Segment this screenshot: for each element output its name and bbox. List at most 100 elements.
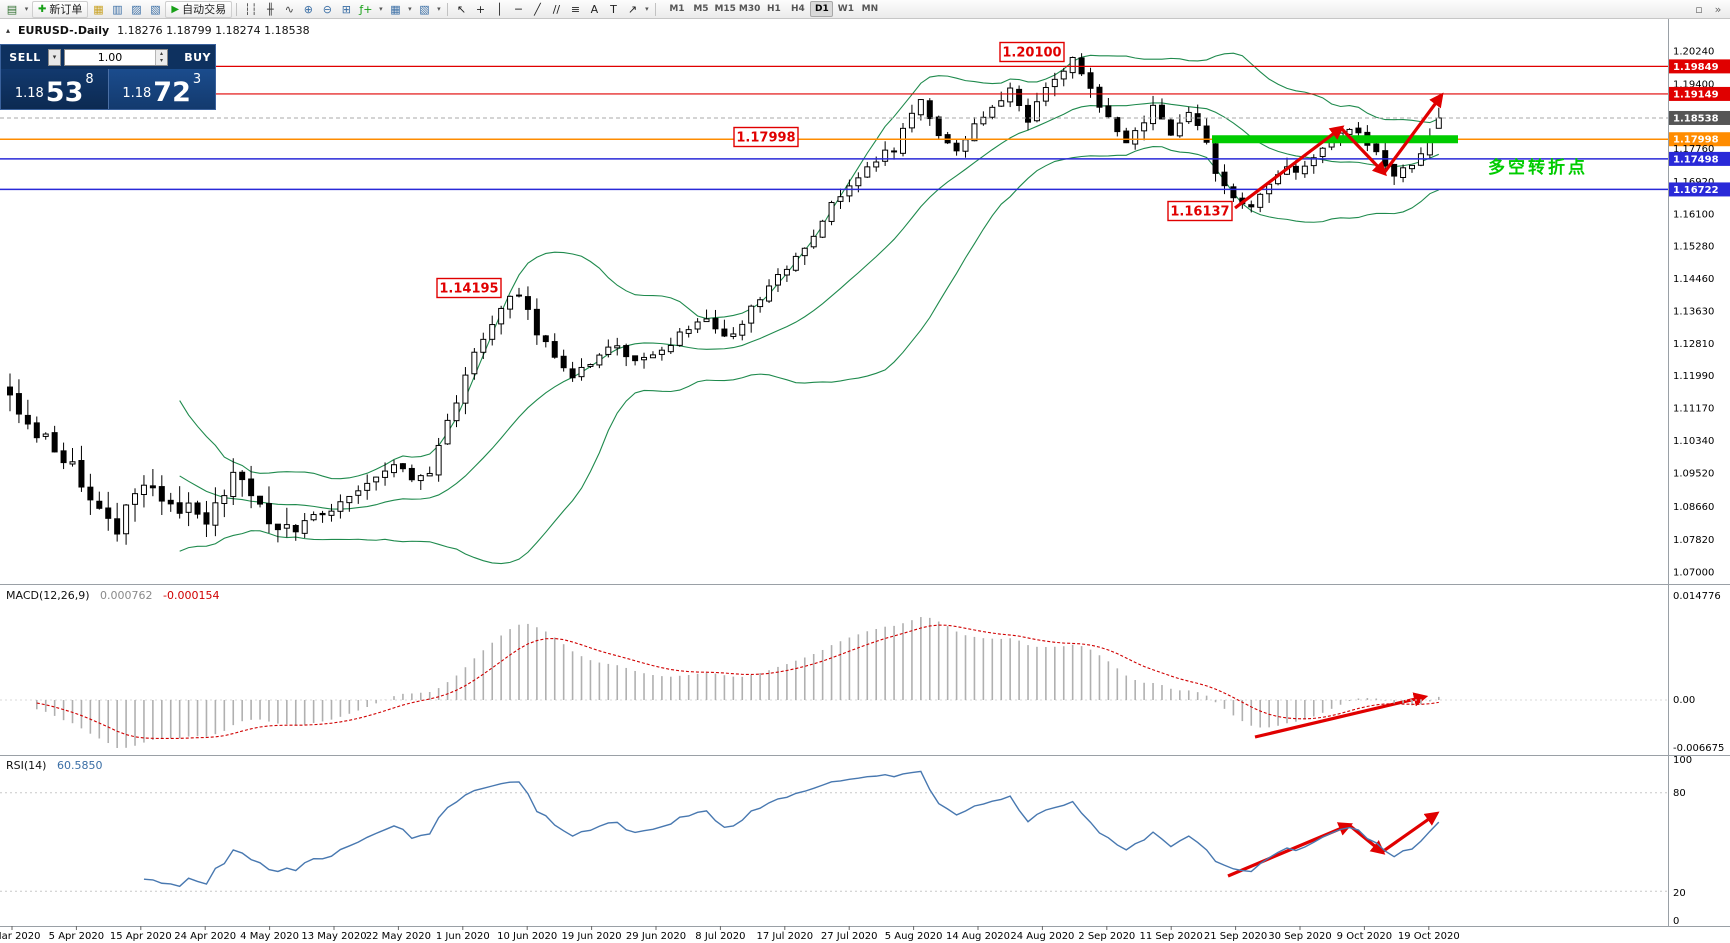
cursor-icon[interactable]: ↖ (456, 2, 467, 16)
macd-signal-line (36, 624, 1439, 740)
channel-icon[interactable]: // (552, 2, 561, 16)
timeframe-m1[interactable]: M1 (669, 4, 685, 14)
line-chart-icon[interactable]: ∿ (284, 2, 294, 16)
svg-text:5 Mar 2020: 5 Mar 2020 (0, 931, 41, 942)
timeframe-m30[interactable]: M30 (738, 4, 761, 14)
horizontal-line-icon[interactable]: ─ (515, 2, 522, 16)
trend-arrow-macd-1[interactable] (1254, 692, 1429, 739)
price-annotation-1.20100[interactable]: 1.20100 (999, 41, 1065, 63)
turning-point-label[interactable]: 多空转折点 (1488, 157, 1588, 178)
svg-text:1.16100: 1.16100 (1673, 209, 1714, 220)
profiles-icon[interactable]: ▦ (93, 2, 104, 16)
svg-text:0: 0 (1673, 916, 1679, 927)
trade-panel-top-row: SELL ▾ ▴ ▾ BUY (1, 45, 215, 69)
new-chart-icon[interactable]: ▤ (6, 2, 18, 16)
svg-text:1.20100: 1.20100 (1002, 46, 1061, 61)
new-order-button[interactable]: ✚ 新订单 (32, 0, 89, 18)
trend-arrow-rsi-3[interactable] (1381, 811, 1440, 854)
sell-button[interactable]: SELL (5, 51, 45, 64)
fibonacci-icon[interactable]: ≡ (570, 2, 581, 16)
autotrading-button[interactable]: ▶ 自动交易 (165, 0, 233, 18)
svg-text:1.11170: 1.11170 (1673, 403, 1714, 414)
templates-icon[interactable]: ▧ (419, 2, 430, 16)
zoom-out-icon[interactable]: ⊖ (322, 2, 332, 16)
svg-text:10 Jun 2020: 10 Jun 2020 (497, 931, 557, 942)
svg-text:1.07820: 1.07820 (1673, 535, 1714, 546)
svg-text:1.09520: 1.09520 (1673, 468, 1714, 479)
candlestick-chart-icon[interactable]: ╫ (267, 2, 274, 16)
svg-text:20: 20 (1673, 888, 1686, 899)
tile-windows-icon[interactable]: ⊞ (341, 2, 351, 16)
svg-text:1.12810: 1.12810 (1673, 339, 1714, 350)
periods-icon[interactable]: ▦ (390, 2, 401, 16)
market-watch-icon[interactable]: ▥ (112, 2, 123, 16)
svg-text:15 Apr 2020: 15 Apr 2020 (110, 931, 172, 942)
data-window-icon[interactable]: ▨ (131, 2, 142, 16)
macd-main-value: 0.000762 (100, 589, 153, 602)
vertical-line-icon[interactable]: │ (496, 2, 503, 16)
text-label-icon[interactable]: T (610, 2, 617, 16)
new-order-icon: ✚ (38, 3, 47, 15)
volume-input[interactable] (65, 49, 155, 65)
timeframe-h1[interactable]: H1 (767, 4, 781, 14)
svg-text:1.08660: 1.08660 (1673, 502, 1714, 513)
volume-up-icon[interactable]: ▴ (156, 49, 167, 57)
sell-price-big: 1.18 (14, 86, 44, 101)
trend-arrow-rsi-1[interactable] (1227, 822, 1353, 878)
zoom-in-icon[interactable]: ⊕ (303, 2, 313, 16)
periods-caret[interactable]: ▾ (408, 5, 412, 13)
timeframe-h4[interactable]: H4 (791, 4, 805, 14)
volume-input-wrap: ▴ ▾ (64, 48, 168, 66)
crosshair-icon[interactable]: + (475, 2, 486, 16)
toolbar-overflow-icon[interactable]: » (1714, 2, 1722, 16)
arrows-tool-icon[interactable]: ↗ (627, 2, 638, 16)
buy-price-button[interactable]: 1.18 72 3 (107, 69, 215, 109)
arrows-tool-caret[interactable]: ▾ (645, 5, 649, 13)
price-annotation-1.14195[interactable]: 1.14195 (436, 277, 502, 299)
svg-text:1.17498: 1.17498 (1673, 154, 1719, 165)
svg-text:5 Apr 2020: 5 Apr 2020 (49, 931, 104, 942)
navigator-icon[interactable]: ▧ (150, 2, 161, 16)
svg-text:14 Aug 2020: 14 Aug 2020 (946, 931, 1010, 942)
order-settings-caret-icon[interactable]: ▾ (48, 48, 61, 66)
price-annotation-1.17998[interactable]: 1.17998 (733, 126, 799, 148)
toolbar-separator (447, 2, 449, 16)
svg-text:8 Jul 2020: 8 Jul 2020 (695, 931, 745, 942)
price-annotation-1.16137[interactable]: 1.16137 (1167, 200, 1233, 222)
svg-text:1.11990: 1.11990 (1673, 371, 1714, 382)
trend-arrow-main-1[interactable] (1234, 125, 1345, 210)
svg-text:1.17998: 1.17998 (1673, 135, 1719, 146)
chart-title: EURUSD-.Daily (18, 24, 110, 37)
svg-text:1.17998: 1.17998 (736, 131, 795, 146)
timeframe-d1[interactable]: D1 (810, 1, 834, 17)
svg-text:1.18538: 1.18538 (1673, 113, 1719, 124)
timeframe-m15[interactable]: M15 (714, 4, 736, 14)
buy-price-big: 1.18 (122, 86, 152, 101)
svg-text:29 Jun 2020: 29 Jun 2020 (626, 931, 686, 942)
volume-down-icon[interactable]: ▾ (156, 57, 167, 65)
trend-arrow-main-2[interactable] (1339, 126, 1387, 177)
indicators-caret[interactable]: ▾ (379, 5, 383, 13)
text-icon[interactable]: A (590, 2, 599, 16)
trend-arrow-main-3[interactable] (1382, 92, 1444, 174)
dock-icon[interactable]: ▫ (1695, 2, 1703, 16)
timeframe-mn[interactable]: MN (861, 4, 879, 14)
trendline-icon[interactable]: ╱ (534, 2, 541, 16)
new-chart-caret[interactable]: ▾ (24, 5, 29, 13)
svg-text:30 Sep 2020: 30 Sep 2020 (1268, 931, 1331, 942)
templates-caret[interactable]: ▾ (437, 5, 441, 13)
bar-chart-icon[interactable]: ┆┆ (244, 2, 258, 16)
buy-button[interactable]: BUY (171, 51, 211, 64)
svg-text:5 Aug 2020: 5 Aug 2020 (885, 931, 943, 942)
svg-text:0.014776: 0.014776 (1673, 591, 1721, 602)
svg-text:2 Sep 2020: 2 Sep 2020 (1078, 931, 1135, 942)
timeframe-m5[interactable]: M5 (693, 4, 709, 14)
macd-histogram (35, 617, 1440, 748)
sell-price-button[interactable]: 1.18 53 8 (1, 69, 108, 109)
svg-text:21 Sep 2020: 21 Sep 2020 (1204, 931, 1267, 942)
timeframe-w1[interactable]: W1 (837, 4, 854, 14)
indicators-icon[interactable]: ƒ+ (359, 2, 373, 16)
svg-text:19 Oct 2020: 19 Oct 2020 (1398, 931, 1460, 942)
svg-text:80: 80 (1673, 788, 1686, 799)
